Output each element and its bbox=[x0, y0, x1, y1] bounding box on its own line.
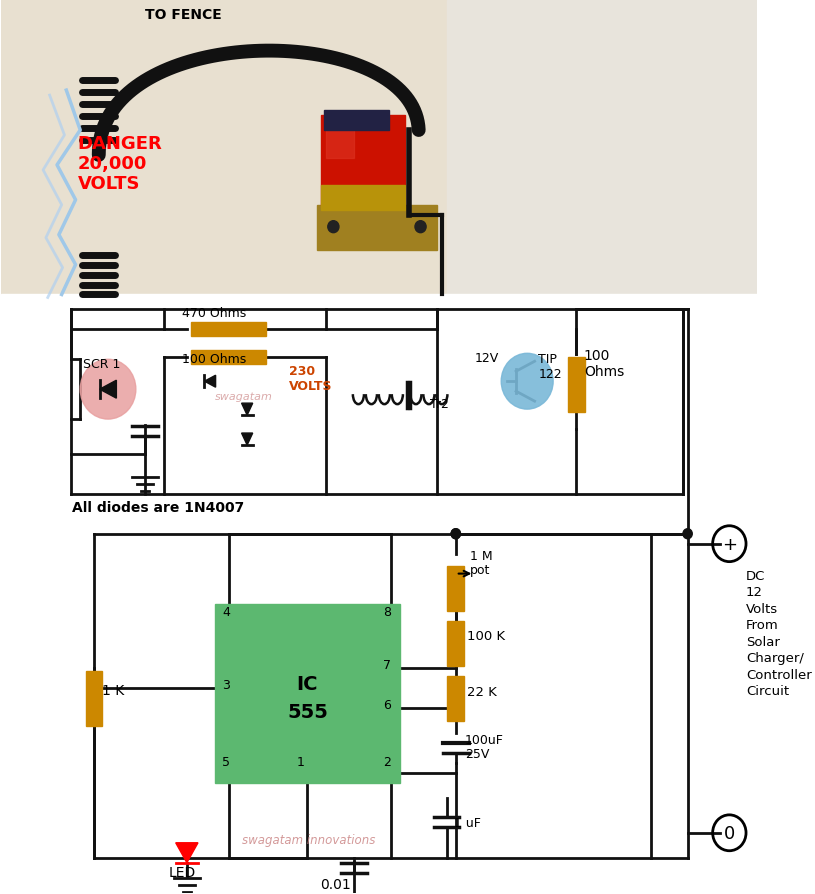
Bar bbox=[192, 323, 266, 337]
Bar bbox=[447, 567, 464, 611]
Text: LED: LED bbox=[169, 864, 196, 879]
Circle shape bbox=[452, 529, 460, 539]
Text: VOLTS: VOLTS bbox=[77, 174, 140, 192]
Text: 12V: 12V bbox=[474, 352, 499, 365]
Text: 470 Ohms: 470 Ohms bbox=[183, 307, 246, 320]
Text: 100 K: 100 K bbox=[467, 629, 505, 643]
Bar bbox=[447, 2, 757, 300]
Text: 6: 6 bbox=[383, 698, 391, 712]
Text: 230
VOLTS: 230 VOLTS bbox=[289, 365, 333, 392]
Text: swagatam innovations: swagatam innovations bbox=[243, 833, 376, 846]
Text: 0.01: 0.01 bbox=[319, 877, 350, 890]
Text: 22 K: 22 K bbox=[467, 686, 497, 698]
Text: 5: 5 bbox=[222, 755, 230, 768]
Circle shape bbox=[80, 360, 136, 419]
Text: 7: 7 bbox=[383, 659, 391, 671]
Bar bbox=[214, 603, 400, 783]
Text: 25V: 25V bbox=[465, 747, 490, 760]
Text: 4: 4 bbox=[222, 606, 230, 619]
Polygon shape bbox=[205, 375, 216, 388]
Bar bbox=[2, 295, 757, 873]
Bar bbox=[447, 621, 464, 666]
Bar bbox=[321, 186, 405, 210]
Text: DANGER: DANGER bbox=[77, 135, 162, 153]
Text: 100 Ohms: 100 Ohms bbox=[183, 353, 246, 366]
Text: 2: 2 bbox=[383, 755, 391, 768]
Text: All diodes are 1N4007: All diodes are 1N4007 bbox=[72, 501, 244, 514]
Text: +: + bbox=[722, 536, 737, 553]
Text: 20,000: 20,000 bbox=[77, 155, 147, 173]
Polygon shape bbox=[99, 381, 117, 399]
Bar bbox=[326, 119, 354, 159]
Text: TIP
122: TIP 122 bbox=[539, 353, 562, 381]
Text: 1 K: 1 K bbox=[102, 684, 124, 697]
Text: 100uF: 100uF bbox=[465, 733, 504, 746]
Bar bbox=[317, 206, 437, 250]
Text: 1 uF: 1 uF bbox=[454, 816, 481, 829]
Polygon shape bbox=[176, 843, 198, 863]
Circle shape bbox=[452, 529, 460, 539]
Bar bbox=[86, 671, 103, 726]
Text: 1: 1 bbox=[297, 755, 304, 768]
Bar bbox=[321, 116, 405, 206]
Text: SCR 1: SCR 1 bbox=[83, 358, 121, 371]
Circle shape bbox=[328, 222, 339, 233]
Text: 3: 3 bbox=[222, 679, 230, 691]
Text: 0: 0 bbox=[724, 824, 735, 842]
Bar bbox=[192, 351, 266, 365]
Bar bbox=[568, 358, 584, 412]
Text: pot: pot bbox=[469, 563, 490, 576]
Bar bbox=[447, 676, 464, 721]
Text: DC
12
Volts
From
Solar
Charger/
Controller
Circuit: DC 12 Volts From Solar Charger/ Controll… bbox=[746, 569, 812, 697]
Text: IC: IC bbox=[297, 674, 318, 693]
Text: 555: 555 bbox=[287, 702, 328, 721]
Text: 1 M: 1 M bbox=[469, 549, 492, 562]
Bar bbox=[324, 111, 389, 131]
Bar bbox=[2, 2, 757, 300]
Text: Tr2: Tr2 bbox=[430, 398, 449, 410]
Text: 8: 8 bbox=[383, 606, 391, 619]
Text: swagatam: swagatam bbox=[214, 392, 272, 401]
Circle shape bbox=[501, 354, 553, 409]
Text: 100
Ohms: 100 Ohms bbox=[584, 349, 624, 379]
Polygon shape bbox=[241, 434, 253, 445]
Polygon shape bbox=[241, 404, 253, 416]
Circle shape bbox=[415, 222, 426, 233]
Text: TO FENCE: TO FENCE bbox=[145, 8, 222, 22]
Circle shape bbox=[683, 529, 692, 539]
